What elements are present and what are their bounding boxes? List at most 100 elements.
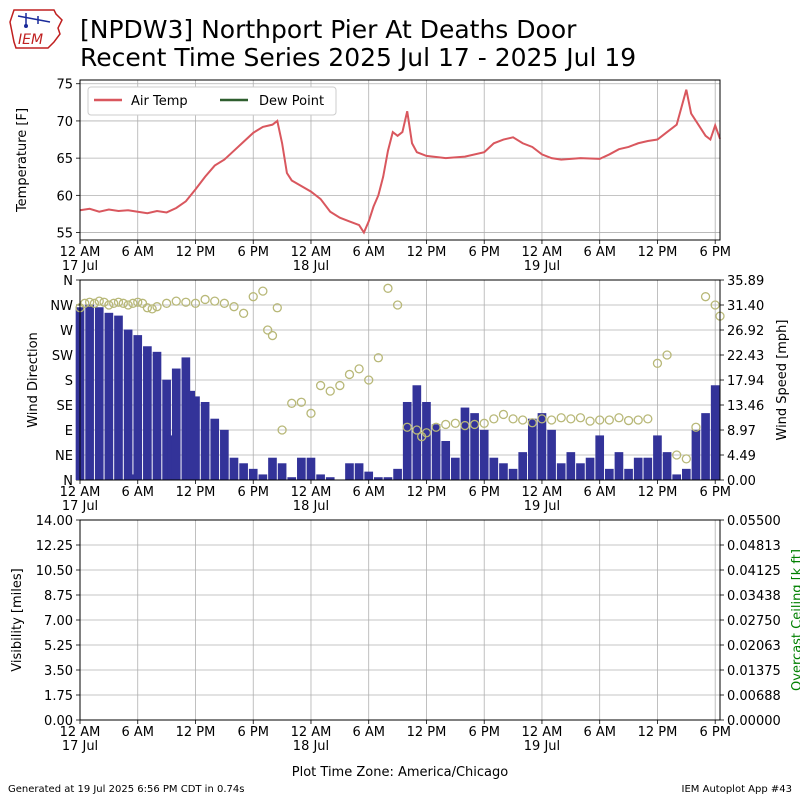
wind-direction-point	[710, 300, 720, 310]
wind-direction-point	[94, 296, 104, 306]
wind-speed-ytick-label: 8.97	[727, 424, 756, 439]
wind-speed-bar	[162, 379, 171, 480]
wind-speed-bar	[374, 477, 383, 480]
wind-date-label: 19 Jul	[524, 499, 560, 514]
wind-xtick-label: 6 PM	[468, 485, 499, 500]
logo-text: IEM	[18, 32, 43, 48]
wind-direction-point	[604, 415, 614, 425]
wind-dir-ytick-label: N	[63, 474, 73, 489]
vis-ytick-label: 7.00	[44, 614, 73, 629]
vis-xtick-label: 12 PM	[407, 725, 447, 740]
wind-speed-bar	[167, 435, 176, 480]
wind-direction-point	[633, 415, 643, 425]
wind-direction-point	[489, 414, 499, 424]
wind-speed-ytick-label: 0.00	[727, 474, 756, 489]
wind-speed-bar	[633, 457, 643, 480]
wind-speed-bar	[181, 357, 191, 480]
wind-speed-bar	[422, 401, 431, 480]
vis-xtick-label: 6 PM	[237, 725, 268, 740]
wind-speed-bar	[566, 452, 576, 480]
wind-speed-bar	[345, 463, 354, 480]
wind-direction-point	[161, 298, 172, 308]
vis-xtick-label: 12 AM	[291, 725, 332, 740]
wind-direction-point	[219, 298, 230, 308]
wind-speed-bar	[624, 468, 633, 480]
ceiling-ytick-label: 0.04813	[727, 539, 781, 554]
wind-speed-bar	[585, 457, 595, 480]
wind-speed-ylabel: Wind Speed [mph]	[775, 320, 790, 441]
vis-ytick-label: 0.00	[44, 714, 73, 729]
x-axis-label: Plot Time Zone: America/Chicago	[292, 765, 508, 780]
wind-speed-ytick-label: 13.46	[727, 399, 764, 414]
wind-direction-point	[181, 297, 191, 307]
wind-direction-point	[614, 413, 624, 423]
wind-direction-point	[190, 298, 201, 308]
wind-speed-bar	[653, 435, 662, 480]
wind-direction-point	[662, 350, 672, 360]
wind-dir-ylabel: Wind Direction	[26, 332, 41, 428]
temp-xtick-label: 6 AM	[583, 245, 616, 260]
generated-note: Generated at 19 Jul 2025 6:56 PM CDT in …	[8, 784, 245, 795]
wind-direction-point	[200, 294, 210, 305]
wind-speed-bar	[239, 463, 248, 480]
wind-speed-bar	[460, 407, 470, 480]
wind-speed-bar	[143, 346, 152, 480]
wind-speed-bar	[104, 312, 114, 480]
wind-speed-bar	[470, 413, 479, 480]
wind-direction-point	[147, 304, 157, 314]
wind-direction-point	[335, 380, 345, 391]
temp-xtick-label: 6 PM	[468, 245, 499, 260]
iem-logo: IEM	[8, 8, 64, 50]
wind-direction-point	[643, 414, 653, 424]
temp-xtick-label: 12 PM	[407, 245, 447, 260]
wind-direction-point	[248, 292, 258, 302]
wind-speed-bar	[681, 468, 691, 480]
temp-ytick-label: 55	[56, 227, 73, 242]
wind-speed-bar	[614, 452, 624, 480]
wind-speed-bar	[133, 335, 143, 480]
temp-xtick-label: 12 AM	[60, 245, 101, 260]
wind-direction-point	[412, 425, 422, 435]
wind-direction-point	[652, 358, 663, 368]
wind-direction-point	[672, 450, 682, 460]
app-label: IEM Autoplot App #43	[681, 784, 792, 795]
vis-ylabel: Visibility [miles]	[10, 568, 25, 671]
wind-direction-point	[263, 325, 273, 335]
wind-speed-bar	[710, 385, 720, 480]
wind-speed-bar	[268, 457, 277, 480]
wind-direction-point	[518, 415, 528, 425]
wind-direction-point	[498, 409, 509, 420]
wind-speed-bar	[152, 351, 162, 480]
wind-direction-point	[267, 330, 278, 341]
wind-speed-bar	[576, 463, 585, 480]
wind-direction-point	[450, 418, 460, 428]
wind-direction-point	[700, 292, 711, 302]
vis-ytick-label: 5.25	[44, 639, 73, 654]
wind-speed-bar	[186, 390, 196, 480]
wind-speed-bar	[508, 468, 518, 480]
ceiling-ytick-label: 0.02063	[727, 639, 781, 654]
wind-direction-point	[123, 300, 133, 310]
wind-date-label: 18 Jul	[293, 499, 329, 514]
vis-frame	[79, 519, 721, 721]
temp-ytick-label: 75	[56, 78, 73, 93]
wind-xtick-label: 12 AM	[522, 485, 563, 500]
temp-xtick-label: 12 PM	[176, 245, 216, 260]
wind-speed-ytick-label: 22.43	[727, 349, 764, 364]
wind-speed-bar	[171, 368, 181, 480]
wind-direction-point	[109, 298, 119, 308]
vis-date-label: 17 Jul	[62, 739, 98, 754]
wind-xtick-label: 12 AM	[60, 485, 101, 500]
wind-speed-bar	[85, 304, 94, 480]
wind-direction-point	[585, 416, 595, 426]
wind-date-label: 17 Jul	[62, 499, 98, 514]
wind-xtick-label: 6 PM	[699, 485, 730, 500]
wind-speed-bar	[277, 463, 287, 480]
wind-speed-bar	[258, 474, 268, 480]
wind-speed-bar	[229, 457, 239, 480]
wind-dir-ytick-label: SW	[52, 349, 73, 364]
wind-speed-bar	[489, 457, 499, 480]
temp-date-label: 19 Jul	[524, 259, 560, 274]
wind-speed-bar	[643, 457, 653, 480]
wind-direction-point	[421, 428, 432, 438]
